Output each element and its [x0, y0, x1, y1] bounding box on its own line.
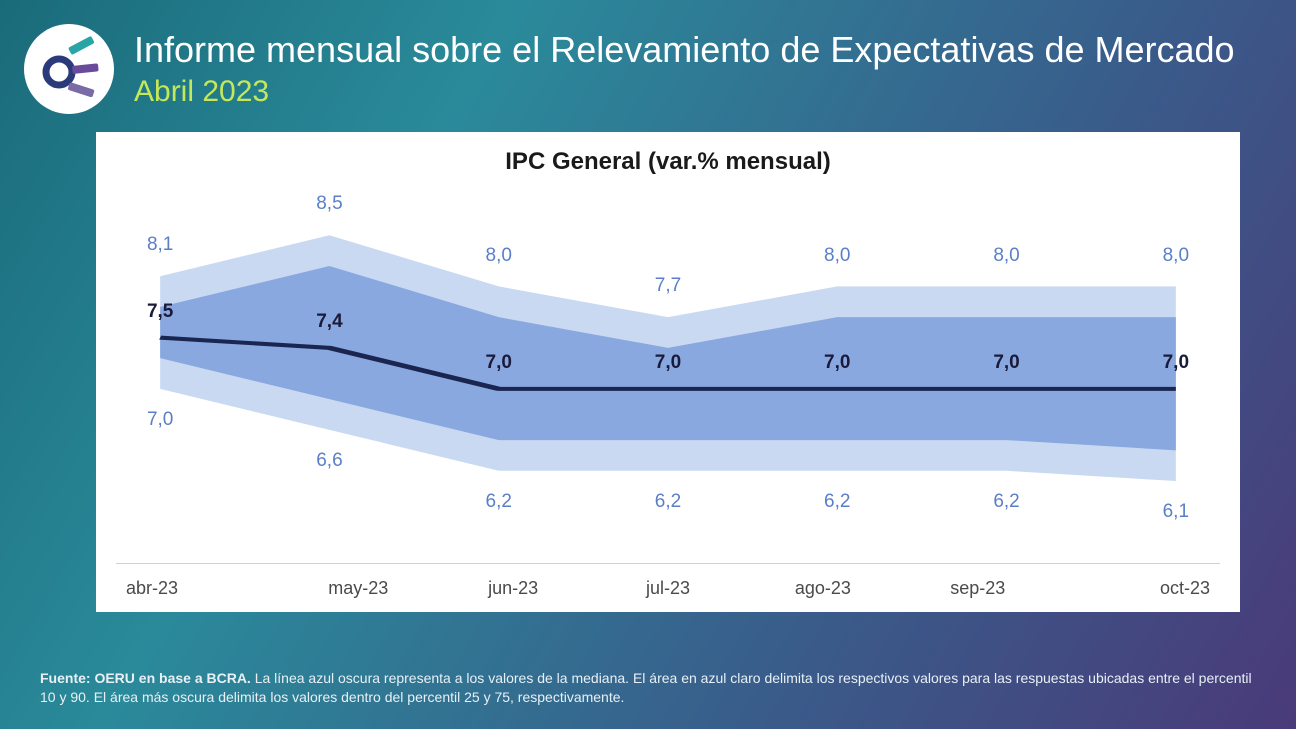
median-value-label: 7,0: [824, 352, 850, 374]
x-tick: jun-23: [436, 578, 591, 599]
x-tick: ago-23: [745, 578, 900, 599]
title-block: Informe mensual sobre el Relevamiento de…: [134, 24, 1235, 109]
page-title: Informe mensual sobre el Relevamiento de…: [134, 28, 1235, 71]
band-value-label: 8,5: [316, 193, 342, 215]
x-tick: jul-23: [591, 578, 746, 599]
band-value-label: 6,2: [486, 491, 512, 513]
page-subtitle: Abril 2023: [134, 75, 1235, 109]
x-tick: may-23: [281, 578, 436, 599]
median-value-label: 7,4: [316, 311, 342, 333]
x-tick: abr-23: [116, 578, 281, 599]
chart-plot-area: 7,5 8,1 7,0 7,4 8,5 6,6 7,0 8,0 6,2 7,0 7,7 6,2 7,0 8…: [116, 184, 1220, 564]
median-value-label: 7,0: [655, 352, 681, 374]
x-tick: sep-23: [900, 578, 1055, 599]
median-value-label: 7,0: [993, 352, 1019, 374]
chart-panel: IPC General (var.% mensual) 7,5 8,1 7,0 7,4…: [96, 132, 1240, 612]
band-value-label: 8,0: [486, 245, 512, 267]
chart-title: IPC General (var.% mensual): [116, 148, 1220, 176]
chart-x-axis: abr-23may-23jun-23jul-23ago-23sep-23oct-…: [116, 564, 1220, 599]
x-tick: oct-23: [1055, 578, 1220, 599]
logo: [24, 24, 114, 114]
band-value-label: 8,0: [993, 245, 1019, 267]
logo-icon: [34, 34, 104, 104]
band-value-label: 6,2: [824, 491, 850, 513]
band-value-label: 6,2: [993, 491, 1019, 513]
median-value-label: 7,5: [147, 301, 173, 323]
band-value-label: 7,0: [147, 409, 173, 431]
footer-source-value: OERU en base a BCRA.: [94, 670, 250, 686]
band-value-label: 7,7: [655, 275, 681, 297]
header: Informe mensual sobre el Relevamiento de…: [0, 0, 1296, 114]
band-value-label: 6,2: [655, 491, 681, 513]
median-value-label: 7,0: [486, 352, 512, 374]
band-value-label: 6,1: [1163, 501, 1189, 523]
band-value-label: 8,0: [824, 245, 850, 267]
footer-note: Fuente: OERU en base a BCRA. La línea az…: [40, 669, 1256, 707]
band-value-label: 6,6: [316, 450, 342, 472]
band-value-label: 8,1: [147, 234, 173, 256]
footer-source-label: Fuente: [40, 670, 86, 686]
band-value-label: 8,0: [1163, 245, 1189, 267]
median-value-label: 7,0: [1163, 352, 1189, 374]
